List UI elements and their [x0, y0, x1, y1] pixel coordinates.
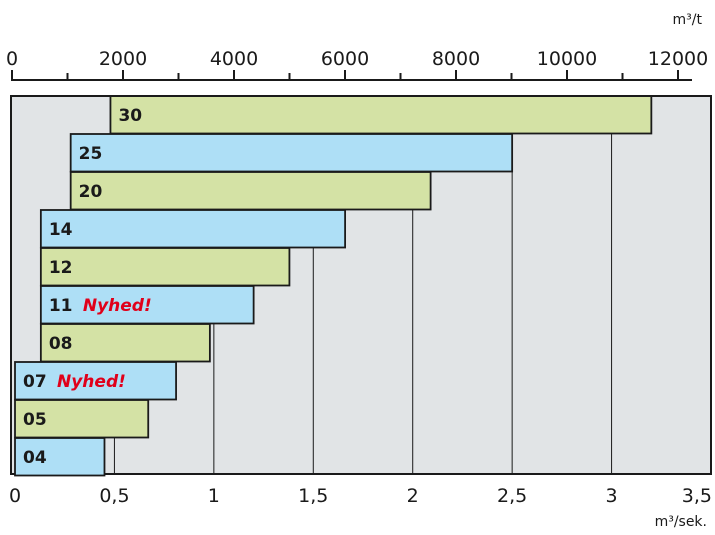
bottom-axis-tick-label: 3,5: [682, 485, 712, 507]
top-axis-tick-label: 12000: [648, 48, 708, 70]
top-axis-tick-label: 4000: [210, 48, 258, 70]
bar-badge: Nyhed!: [83, 296, 152, 316]
bar-label: 11: [49, 296, 73, 316]
bar-label: 04: [23, 448, 47, 468]
bottom-axis-tick-label: 0: [9, 485, 21, 507]
bar-label: 20: [79, 182, 103, 202]
bar: [39, 323, 211, 363]
bar-label: 07: [23, 372, 47, 392]
bottom-axis-tick-label: 3: [606, 485, 618, 507]
top-axis: 0 2000 4000 6000 8000 10000 12000: [6, 48, 708, 81]
bar-label: 12: [49, 258, 73, 278]
bottom-axis-tick-label: 2,5: [497, 485, 527, 507]
bottom-axis-tick-label: 1,5: [298, 485, 328, 507]
bar-label: 30: [118, 106, 142, 126]
bottom-axis-tick-label: 2: [407, 485, 419, 507]
top-axis-tick-label: 10000: [537, 48, 597, 70]
bar: [14, 399, 150, 439]
bar-label: 14: [49, 220, 73, 240]
bottom-axis-tick-label: 0,5: [99, 485, 129, 507]
bottom-axis: 0 0,5 1 1,5 2 2,5 3 3,5: [9, 485, 712, 507]
bar: [69, 133, 514, 173]
bar-label: 25: [79, 144, 103, 164]
top-axis-tick-label: 2000: [99, 48, 147, 70]
bottom-axis-unit: m³/sek.: [655, 514, 707, 530]
bar: [39, 285, 255, 325]
bar: [39, 209, 347, 249]
bar-label: 08: [49, 334, 73, 354]
bar: [14, 361, 177, 401]
bar-label: 05: [23, 410, 47, 430]
bar: [39, 247, 291, 287]
top-axis-tick-label: 6000: [321, 48, 369, 70]
bar-badge: Nyhed!: [57, 372, 126, 392]
top-axis-tick-label: 8000: [432, 48, 480, 70]
top-axis-unit: m³/t: [673, 12, 703, 28]
top-axis-tick-label: 0: [6, 48, 18, 70]
bar: [109, 95, 653, 135]
bar: [69, 171, 432, 211]
bar: [14, 437, 106, 477]
bottom-axis-tick-label: 1: [208, 485, 220, 507]
